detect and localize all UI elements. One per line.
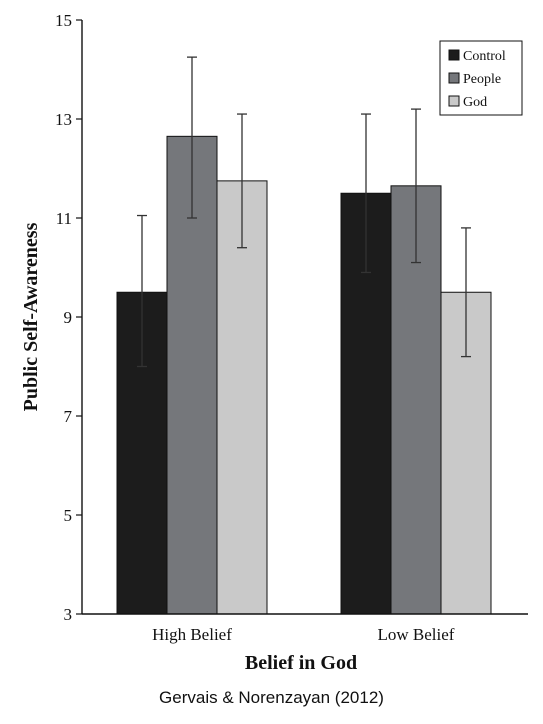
y-tick-label: 13 [55,110,72,129]
y-axis-title: Public Self-Awareness [20,222,42,411]
bars-layer [116,135,492,615]
y-tick-label: 9 [64,308,73,327]
legend: Control People God [439,40,523,116]
legend-swatch [448,95,460,107]
y-tick-label: 11 [56,209,72,228]
legend-label: God [463,95,487,110]
x-category-label: Low Belief [378,625,455,644]
y-tick-label: 15 [55,11,72,30]
legend-swatch [448,72,460,84]
legend-label: Control [463,49,506,64]
y-tick-label: 3 [64,605,73,624]
legend-label: People [463,72,501,87]
y-tick-label: 7 [64,407,73,426]
y-tick-label: 5 [64,506,73,525]
x-axis-title: Belief in God [245,652,357,674]
y-ticks: 3 5 7 9 11 13 15 [55,11,82,624]
legend-swatch [448,49,460,61]
x-category-label: High Belief [152,625,232,644]
bar-chart: 3 5 7 9 11 13 15 High Belief Low Belief Public … [20,11,528,674]
figure-caption: Gervais & Norenzayan (2012) [159,688,384,707]
x-category-labels: High Belief Low Belief [152,625,455,644]
error-bars-layer [137,56,471,368]
